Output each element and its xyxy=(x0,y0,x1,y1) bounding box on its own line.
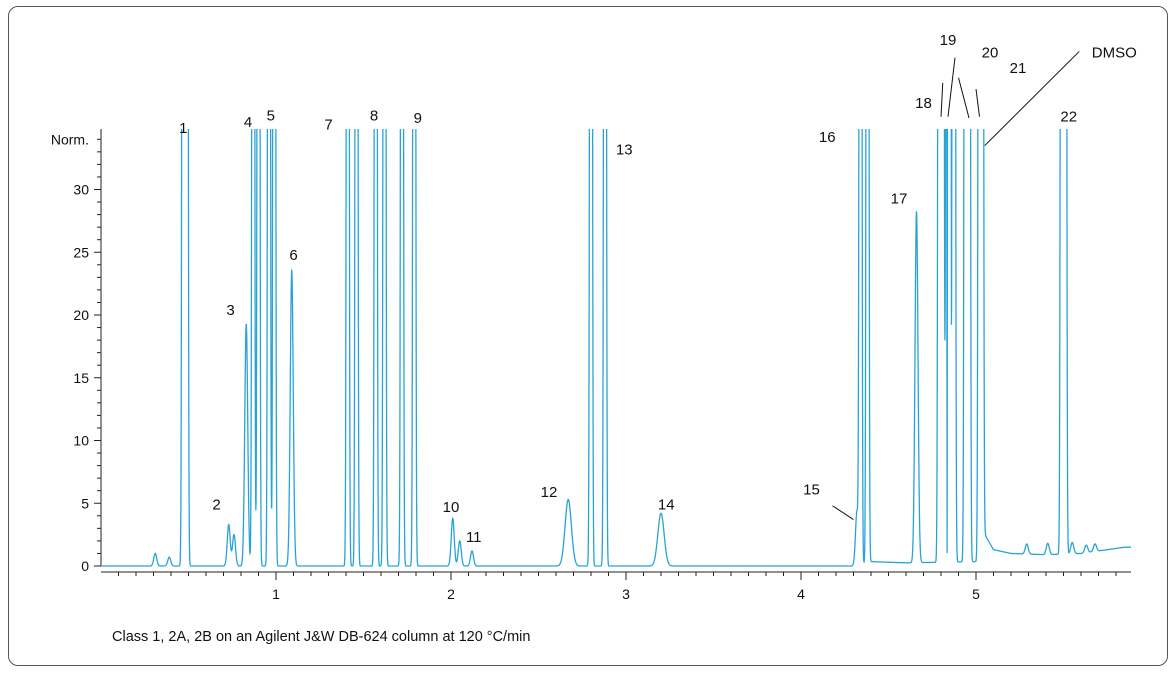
peak-label: 21 xyxy=(1010,60,1027,77)
chart-caption: Class 1, 2A, 2B on an Agilent J&W DB-624… xyxy=(112,629,531,645)
peak-leader-line xyxy=(947,57,956,117)
peak-label: 1 xyxy=(179,120,187,137)
peak-label: 2 xyxy=(212,497,220,514)
peak-leader-line xyxy=(958,77,970,119)
x-tick-label: 1 xyxy=(272,586,280,602)
y-tick-label: 25 xyxy=(73,244,89,260)
peak-label: 22 xyxy=(1060,109,1077,126)
x-tick-label: 3 xyxy=(622,586,630,602)
peak-label: 4 xyxy=(244,114,252,131)
peak-label: 11 xyxy=(466,529,482,546)
peak-label: 16 xyxy=(819,129,836,146)
y-tick-label: 20 xyxy=(73,307,89,323)
peak-label: 8 xyxy=(370,107,378,124)
chromatogram-trace xyxy=(101,129,1131,567)
y-axis-label: Norm. xyxy=(51,131,89,147)
peak-label: 19 xyxy=(940,32,957,49)
peak-label: 15 xyxy=(803,481,820,498)
peak-leader-line xyxy=(940,82,944,117)
peak-label: 9 xyxy=(414,110,422,127)
peak-label: 12 xyxy=(541,484,558,501)
peak-label: 13 xyxy=(616,141,633,158)
y-tick-label: 10 xyxy=(73,433,89,449)
peak-label: 17 xyxy=(891,190,908,207)
peak-label: 6 xyxy=(289,247,297,264)
peak-leader-line xyxy=(832,505,854,520)
peak-label: 3 xyxy=(226,302,234,319)
peak-leader-line xyxy=(984,51,1080,146)
peak-leader-line xyxy=(975,89,980,117)
x-tick-label: 4 xyxy=(797,586,805,602)
y-tick-label: 0 xyxy=(81,558,89,574)
y-tick-label: 15 xyxy=(73,370,89,386)
peak-label: 14 xyxy=(658,497,675,514)
y-tick-label: 5 xyxy=(81,495,89,511)
peak-label: 5 xyxy=(267,107,275,124)
x-tick-label: 5 xyxy=(972,586,980,602)
y-tick-label: 30 xyxy=(73,182,89,198)
peak-label: 7 xyxy=(324,116,332,133)
peak-label: DMSO xyxy=(1092,45,1137,62)
chart-frame xyxy=(8,6,1168,666)
peak-label: 10 xyxy=(443,499,460,516)
peak-label: 20 xyxy=(982,45,999,62)
x-tick-label: 2 xyxy=(447,586,455,602)
peak-label: 18 xyxy=(915,95,932,112)
